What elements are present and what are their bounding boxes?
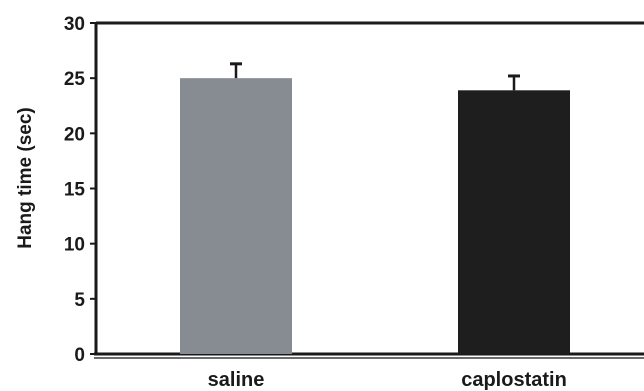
y-tick-label-5: 5 — [74, 290, 85, 311]
x-tick-label-saline: saline — [208, 369, 265, 391]
y-tick-label-10: 10 — [64, 235, 85, 256]
bar-caplostatin — [458, 90, 570, 354]
y-tick-label-15: 15 — [64, 180, 86, 201]
y-tick-label-20: 20 — [64, 124, 85, 145]
bars — [180, 78, 570, 355]
y-tick-label-30: 30 — [64, 14, 85, 35]
x-axis-labels: saline caplostatin — [208, 369, 567, 391]
y-tick-label-0: 0 — [74, 345, 85, 366]
x-tick-label-caplostatin: caplostatin — [461, 369, 567, 391]
y-tick-label-25: 25 — [64, 69, 86, 90]
y-axis-ticks: 0 5 10 15 20 25 30 — [64, 14, 96, 366]
bar-saline — [180, 78, 292, 355]
error-bars — [230, 62, 520, 91]
y-axis-title: Hang time (sec) — [15, 107, 36, 248]
